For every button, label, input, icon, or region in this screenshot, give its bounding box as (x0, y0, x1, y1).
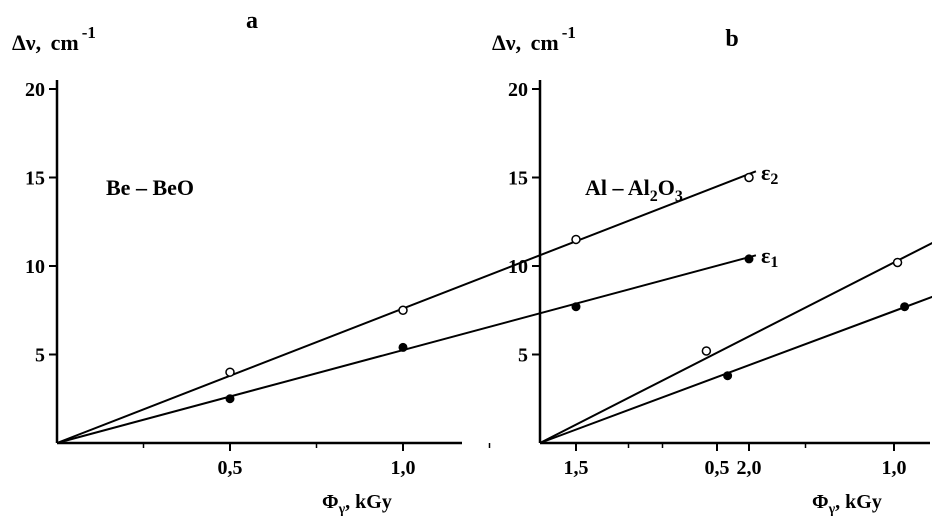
chart-panel-b: 0,5 1,0 1,5 2,0 5 10 15 20 b Δν, cm-1 Φγ, kGy Al – … (492, 23, 932, 517)
y-tick-label: 10 (508, 256, 528, 278)
x-tick-label: 1,5 (564, 457, 589, 479)
material-label: Be – BeO (106, 175, 194, 200)
fit-line (539, 295, 932, 444)
chart-panel-a: 0,5 1,0 1,5 2,0 5 10 15 20 a Δν, cm -1 Φγ, kGy Be – … (12, 8, 778, 517)
data-point-filled (225, 394, 235, 404)
data-point-filled (900, 302, 910, 312)
data-point-filled (398, 342, 408, 352)
y-tick-label: 20 (25, 79, 45, 101)
data-point-open (701, 346, 712, 356)
data-point-open (225, 367, 235, 377)
panel-label: a (246, 8, 258, 34)
series-label: ε2 (761, 160, 778, 188)
series-ε1: ε1 (539, 295, 932, 444)
y-tick-label: 5 (518, 345, 528, 367)
y-tick-label: 5 (35, 345, 45, 367)
fit-line (539, 241, 932, 444)
x-tick-label: 2,0 (737, 457, 762, 479)
panel-label: b (725, 26, 738, 52)
y-tick-label: 20 (508, 79, 528, 101)
x-tick-label: 1,0 (882, 457, 907, 479)
data-point-open (744, 172, 754, 183)
data-point-open (398, 305, 408, 315)
x-axis-label: Φγ, kGy (322, 491, 392, 517)
y-tick-label: 15 (508, 168, 528, 190)
data-point-open (571, 234, 581, 245)
y-tick-label: 15 (25, 168, 45, 190)
y-axis-label: Δν, cm -1 (492, 23, 576, 55)
data-point-filled (723, 371, 733, 381)
data-point-open (892, 257, 903, 268)
data-point-filled (571, 302, 581, 312)
data-point-filled (744, 254, 754, 264)
series-ε2: ε2 (56, 160, 778, 444)
y-axis-label: Δν, cm -1 (12, 23, 96, 55)
x-axis-label: Φγ, kGy (812, 491, 882, 517)
x-tick-label: 0,5 (218, 457, 243, 479)
series-ε2: ε2 (539, 241, 932, 444)
y-tick-label: 10 (25, 256, 45, 278)
x-tick-label: 1,0 (391, 457, 416, 479)
series-ε1: ε1 (56, 243, 778, 444)
series-label: ε1 (761, 243, 778, 271)
x-tick-label: 0,5 (705, 457, 730, 479)
material-label: Al – Al2O3 (585, 175, 683, 205)
